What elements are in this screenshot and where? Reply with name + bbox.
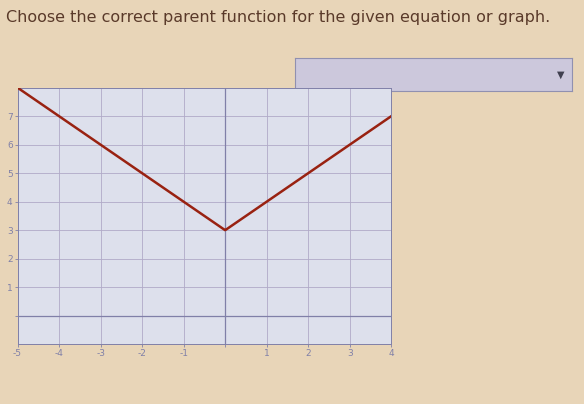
Text: Choose the correct parent function for the given equation or graph.: Choose the correct parent function for t…	[6, 10, 550, 25]
Text: ▼: ▼	[557, 69, 564, 79]
